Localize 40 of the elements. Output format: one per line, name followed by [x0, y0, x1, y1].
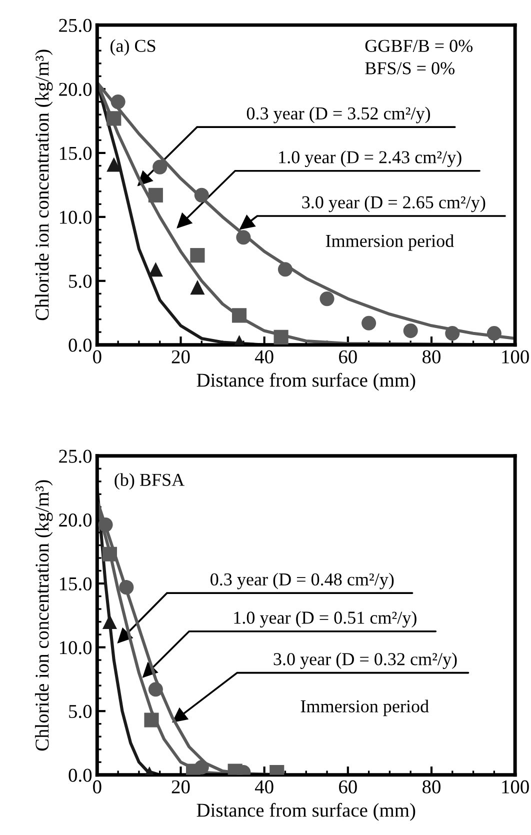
- annotation: (a) CS: [110, 39, 156, 56]
- y-tick-label: 5.0: [69, 274, 92, 288]
- x-tick-label: 80: [422, 780, 440, 794]
- y-axis-title: Chloride ion concentration (kg/m³): [35, 50, 53, 320]
- y-tick-label: 10.0: [60, 210, 92, 224]
- annotation: (b) BFSA: [114, 473, 184, 490]
- annotation: 1.0 year (D = 2.43 cm²/y): [279, 150, 462, 168]
- annotation: BFS/S = 0%: [365, 62, 454, 74]
- annotation: Immersion period: [326, 234, 454, 251]
- x-tick-label: 60: [339, 780, 357, 794]
- y-tick-label: 20.0: [59, 82, 92, 96]
- y-tick-label: 15.0: [60, 577, 92, 591]
- y-tick-label: 10.0: [60, 641, 92, 654]
- y-tick-label: 20.0: [59, 514, 92, 527]
- y-tick-label: 25.0: [59, 18, 92, 32]
- x-tick-label: 60: [339, 350, 357, 364]
- x-tick-label: 0: [93, 350, 102, 364]
- annotation: 1.0 year (D = 0.51 cm²/y): [234, 611, 416, 628]
- annotation: 0.3 year (D = 3.52 cm²/y): [246, 106, 430, 124]
- annotation: GGBF/B = 0%: [365, 40, 473, 52]
- y-tick-label: 15.0: [60, 146, 92, 160]
- x-axis-title: Distance from surface (mm): [196, 372, 416, 391]
- x-tick-label: 100: [502, 780, 529, 794]
- y-tick-label: 0.0: [68, 768, 92, 782]
- x-tick-label: 40: [254, 780, 274, 794]
- x-tick-label: 100: [502, 350, 529, 364]
- annotation: 3.0 year (D = 0.32 cm²/y): [274, 652, 457, 669]
- x-tick-label: 40: [254, 350, 274, 364]
- x-axis-title: Distance from surface (mm): [196, 802, 416, 821]
- annotation: 0.3 year (D = 0.48 cm²/y): [210, 572, 394, 590]
- y-tick-label: 5.0: [69, 704, 92, 718]
- x-tick-label: 20: [172, 780, 190, 794]
- x-tick-label: 0: [93, 780, 102, 794]
- y-tick-label: 25.0: [59, 450, 92, 463]
- y-tick-label: 0.0: [68, 338, 92, 352]
- x-tick-label: 20: [172, 350, 190, 364]
- annotation: 3.0 year (D = 2.65 cm²/y): [302, 196, 486, 212]
- x-tick-label: 80: [422, 350, 440, 364]
- annotation: Immersion period: [300, 700, 429, 716]
- y-axis-title: Chloride ion concentration (kg/m³): [35, 480, 53, 751]
